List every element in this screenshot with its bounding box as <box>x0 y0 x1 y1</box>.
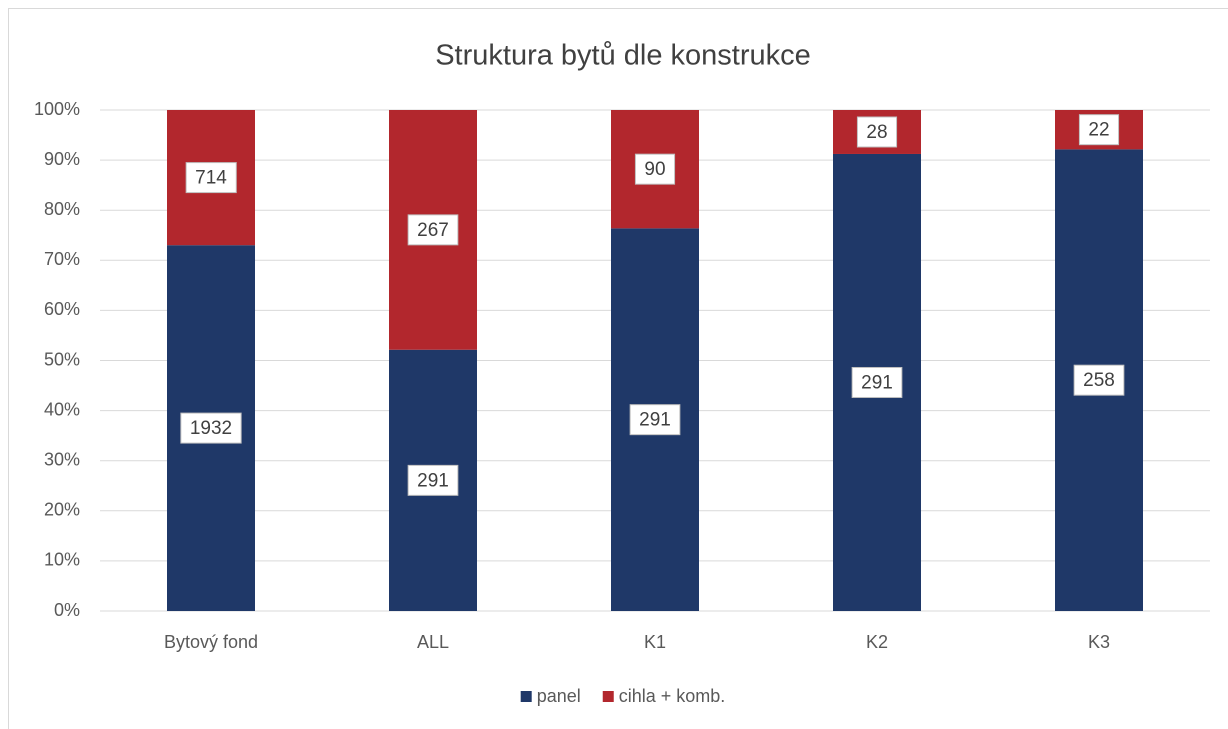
data-label-box <box>1078 114 1120 146</box>
data-label: 291 <box>851 366 903 398</box>
y-tick-label: 60% <box>44 299 80 319</box>
data-label-text: 22 <box>1088 120 1109 141</box>
y-tick-label: 90% <box>44 149 80 169</box>
x-tick-label: ALL <box>417 632 449 652</box>
legend-label: panel <box>537 686 581 706</box>
x-tick-label: K1 <box>644 632 666 652</box>
data-label-text: 291 <box>417 470 449 491</box>
legend-label: cihla + komb. <box>619 686 726 706</box>
y-tick-label: 80% <box>44 199 80 219</box>
x-tick-label: Bytový fond <box>164 632 258 652</box>
data-label: 22 <box>1078 114 1120 146</box>
data-label-box <box>1073 364 1125 396</box>
data-label: 1932 <box>180 412 242 444</box>
data-label-text: 291 <box>639 410 671 431</box>
data-label-box <box>634 153 676 185</box>
data-label-box <box>629 404 681 436</box>
y-tick-label: 40% <box>44 399 80 419</box>
data-label: 258 <box>1073 364 1125 396</box>
data-label-box <box>180 412 242 444</box>
data-label-text: 267 <box>417 220 449 241</box>
data-label-text: 28 <box>866 122 887 143</box>
y-tick-label: 0% <box>54 600 80 620</box>
y-tick-label: 30% <box>44 449 80 469</box>
data-label-text: 258 <box>1083 370 1115 391</box>
y-tick-label: 20% <box>44 500 80 520</box>
x-tick-label: K2 <box>866 632 888 652</box>
y-tick-label: 70% <box>44 249 80 269</box>
data-label-box <box>856 116 898 148</box>
data-label-box <box>407 214 459 246</box>
data-label-text: 90 <box>644 159 665 180</box>
data-label: 90 <box>634 153 676 185</box>
legend-swatch <box>602 691 614 702</box>
data-label-text: 291 <box>861 373 893 394</box>
data-label: 291 <box>629 404 681 436</box>
data-label-box <box>407 464 459 496</box>
legend-swatch <box>520 691 532 702</box>
data-label: 714 <box>185 162 237 194</box>
data-label-text: 714 <box>195 168 227 189</box>
data-label: 28 <box>856 116 898 148</box>
legend: panel cihla + komb. <box>520 686 726 706</box>
x-tick-label: K3 <box>1088 632 1110 652</box>
y-tick-label: 10% <box>44 550 80 570</box>
data-label-text: 1932 <box>190 418 232 439</box>
y-tick-label: 50% <box>44 349 80 369</box>
data-label: 291 <box>407 464 459 496</box>
data-label-box <box>851 366 903 398</box>
y-tick-label: 100% <box>34 99 80 119</box>
data-label-box <box>185 162 237 194</box>
data-label: 267 <box>407 214 459 246</box>
chart-title: Struktura bytů dle konstrukce <box>435 40 811 72</box>
